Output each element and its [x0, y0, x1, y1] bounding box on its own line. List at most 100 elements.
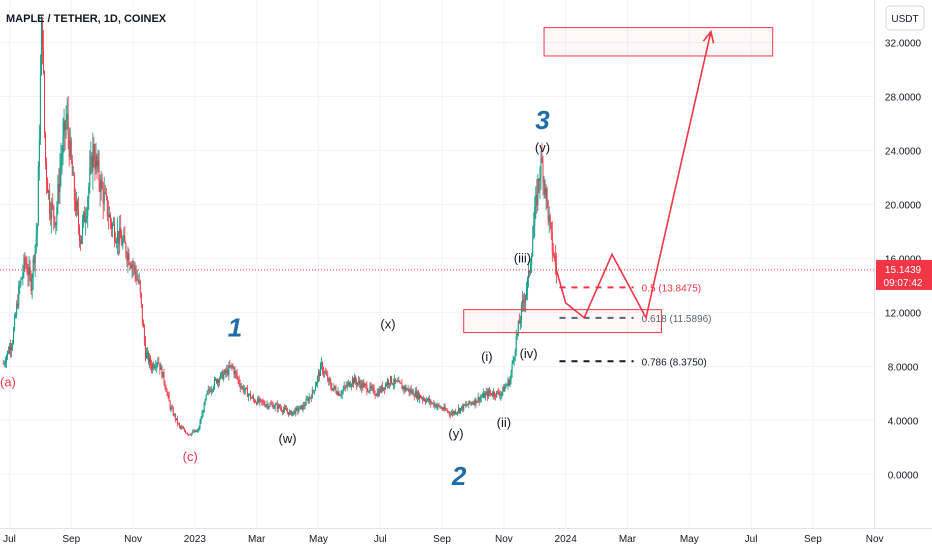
- candle-body: [384, 384, 386, 390]
- candle-body: [546, 188, 548, 201]
- candle-body: [397, 381, 399, 383]
- candle-body: [37, 166, 39, 226]
- candle-body: [452, 411, 454, 414]
- candle-body: [430, 399, 432, 404]
- time-axis[interactable]: Jul Sep Nov 2023 Mar May Jul Sep Nov 2024 Mar May Ju…: [3, 534, 883, 545]
- projected-wave-line[interactable]: [555, 31, 712, 321]
- candle-body: [302, 405, 304, 410]
- candle-body: [3, 363, 5, 365]
- candle-body: [376, 392, 378, 396]
- candle-body: [522, 299, 524, 302]
- candle-body: [502, 386, 504, 392]
- candle-body: [358, 380, 360, 383]
- candle-body: [259, 398, 261, 402]
- candle-body: [187, 433, 189, 435]
- candle-body: [429, 399, 431, 402]
- candle-body: [304, 405, 306, 407]
- candle-body: [362, 382, 364, 388]
- candle-body: [11, 346, 13, 350]
- candle-body: [306, 399, 308, 400]
- candle-body: [188, 434, 190, 436]
- candle-body: [316, 376, 318, 384]
- price-candles: [2, 15, 557, 437]
- candle-body: [399, 381, 401, 383]
- candle-body: [534, 206, 536, 226]
- candle-body: [346, 383, 348, 387]
- candle-body: [440, 407, 442, 409]
- candle-body: [349, 385, 351, 387]
- candle-body: [152, 364, 154, 370]
- candle-body: [528, 270, 530, 279]
- candle-body: [138, 280, 140, 283]
- wave-label-major: 1: [228, 313, 242, 343]
- candle-body: [451, 411, 453, 414]
- candle-body: [403, 386, 405, 390]
- candle-body: [257, 398, 259, 405]
- candle-body: [258, 398, 260, 402]
- time-tick-label: Nov: [495, 534, 513, 545]
- candle-body: [319, 372, 320, 376]
- candle-body: [15, 315, 17, 318]
- candle-body: [39, 75, 41, 140]
- price-zone-box[interactable]: [543, 27, 774, 57]
- candle-body: [211, 389, 213, 391]
- candle-body: [443, 406, 445, 410]
- price-zone-box[interactable]: [463, 309, 662, 334]
- candle-body: [513, 357, 515, 360]
- candle-body: [100, 180, 102, 192]
- candle-body: [341, 390, 343, 395]
- candle-body: [261, 399, 263, 402]
- candle-body: [24, 257, 26, 262]
- candle-body: [391, 376, 393, 384]
- candle-body: [33, 258, 35, 264]
- candle-body: [32, 258, 34, 279]
- candle-body: [434, 404, 436, 407]
- price-axis[interactable]: 32.0000 28.0000 24.0000 20.0000 16.0000 12.00…: [885, 38, 922, 481]
- candle-body: [174, 414, 176, 420]
- candle-body: [372, 387, 374, 389]
- candle-body: [484, 393, 486, 398]
- candle-body: [139, 280, 141, 293]
- time-tick-label: 2024: [555, 534, 578, 545]
- candle-body: [493, 392, 495, 396]
- candle-body: [80, 240, 82, 244]
- candle-body: [519, 320, 521, 324]
- currency-button-frame[interactable]: [885, 5, 925, 31]
- candle-body: [467, 404, 469, 406]
- candle-body: [392, 383, 394, 385]
- candle-body: [210, 390, 212, 392]
- fibonacci-levels: 0.5 (13.8475) 0.618 (11.5896) 0.786 (8.375…: [559, 283, 712, 368]
- candle-body: [229, 365, 231, 367]
- time-tick-label: May: [680, 534, 699, 545]
- candle-body: [202, 412, 204, 414]
- candle-body: [459, 408, 461, 412]
- currency-button-label[interactable]: USDT: [891, 14, 918, 25]
- price-tick-label: 16.0000: [885, 254, 922, 265]
- candle-body: [91, 156, 93, 172]
- candle-body: [110, 221, 112, 229]
- candle-body: [42, 50, 44, 72]
- candle-body: [288, 412, 290, 415]
- candle-body: [498, 391, 500, 395]
- candle-body: [48, 190, 50, 193]
- last-price-badge: [876, 259, 932, 290]
- wave-label-minor: (i): [481, 349, 493, 364]
- candle-body: [480, 397, 482, 399]
- candle-body: [146, 352, 148, 354]
- candle-body: [70, 140, 72, 161]
- candle-body: [303, 405, 305, 407]
- candle-body: [278, 404, 280, 408]
- candle-body: [95, 155, 97, 170]
- time-tick-label: Jul: [3, 534, 16, 545]
- candle-body: [525, 295, 526, 303]
- candle-body: [343, 386, 345, 390]
- candle-body: [161, 366, 163, 378]
- candle-body: [495, 395, 497, 397]
- candle-body: [338, 391, 340, 396]
- currency-button[interactable]: USDT: [885, 5, 925, 31]
- candle-body: [295, 407, 297, 414]
- candle-body: [535, 194, 537, 207]
- candle-body: [327, 375, 329, 381]
- candle-body: [230, 364, 232, 367]
